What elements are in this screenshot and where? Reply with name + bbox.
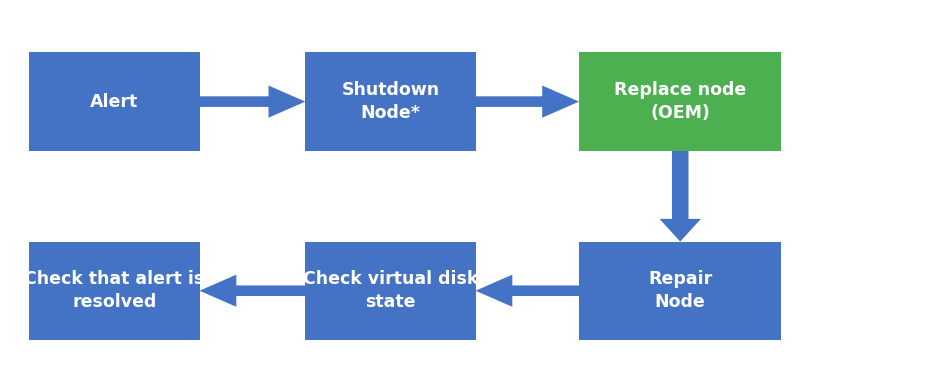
FancyBboxPatch shape (305, 53, 475, 151)
Text: Alert: Alert (90, 93, 139, 110)
FancyBboxPatch shape (579, 53, 781, 151)
Text: Replace node
(OEM): Replace node (OEM) (614, 81, 747, 122)
FancyArrow shape (200, 275, 305, 307)
Text: Shutdown
Node*: Shutdown Node* (341, 81, 440, 122)
FancyArrow shape (475, 275, 579, 307)
FancyArrow shape (659, 151, 701, 242)
Text: Repair
Node: Repair Node (648, 270, 712, 311)
Text: Check virtual disk
state: Check virtual disk state (303, 270, 478, 311)
FancyArrow shape (200, 86, 305, 118)
FancyArrow shape (475, 86, 579, 118)
FancyBboxPatch shape (305, 242, 475, 340)
Text: Check that alert is
resolved: Check that alert is resolved (24, 270, 205, 311)
FancyBboxPatch shape (30, 242, 200, 340)
FancyBboxPatch shape (30, 53, 200, 151)
FancyBboxPatch shape (579, 242, 781, 340)
